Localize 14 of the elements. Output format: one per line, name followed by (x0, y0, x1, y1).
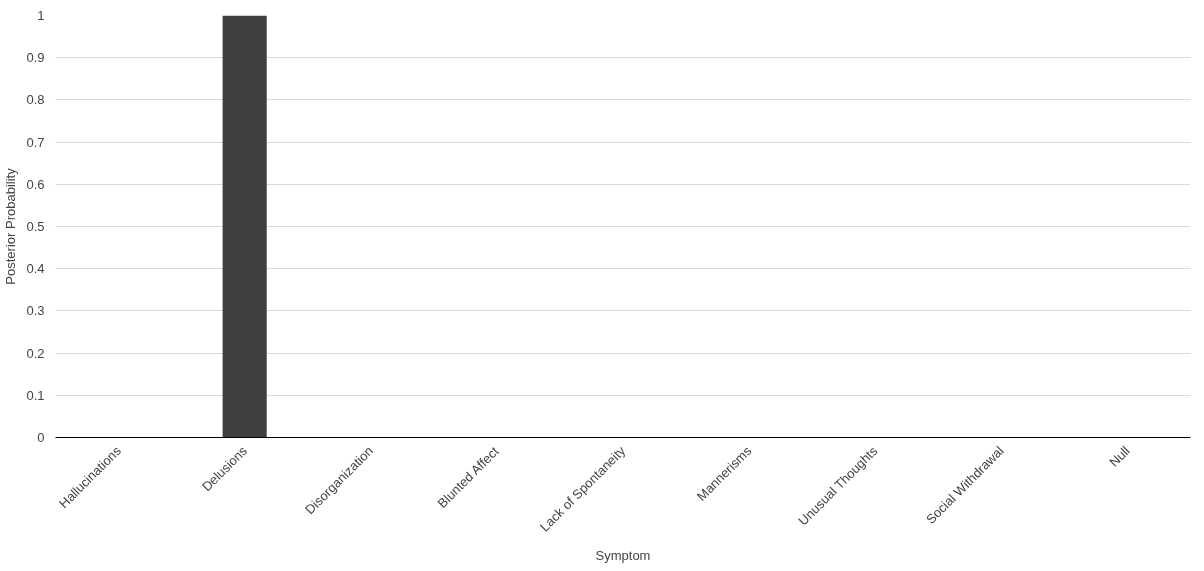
x-axis-title: Symptom (595, 547, 651, 563)
y-tick-label: 0 (37, 430, 45, 445)
y-tick-label: 0.8 (26, 92, 45, 108)
y-tick-label: 0.2 (26, 345, 45, 361)
y-tick-label: 0.7 (26, 134, 45, 150)
x-tick-label: Null (1106, 443, 1133, 470)
y-axis-title: Posterior Probability (3, 167, 19, 285)
y-tick-label: 0.5 (26, 219, 45, 234)
y-tick-label: 0.3 (26, 303, 45, 319)
y-tick-label: 0.9 (26, 50, 45, 66)
y-tick-label: 0.4 (26, 261, 45, 277)
y-tick-label: 0.6 (26, 176, 45, 192)
y-tick-label: 1 (37, 8, 45, 23)
y-tick-label: 0.1 (26, 387, 45, 403)
